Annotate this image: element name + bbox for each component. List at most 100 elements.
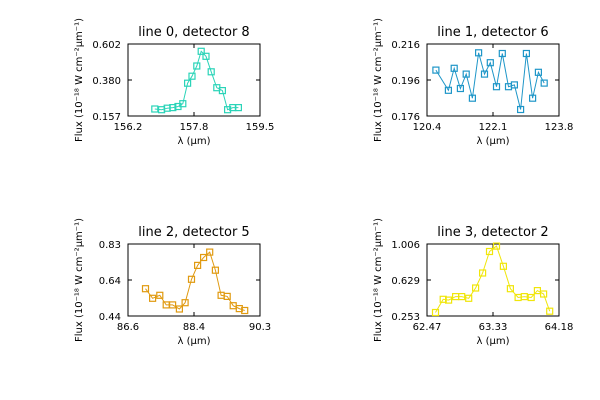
data-point	[197, 47, 205, 55]
data-point	[141, 285, 150, 293]
panel-title: line 1, detector 6	[437, 25, 548, 40]
panel-1: line 1, detector 6 120.4 122.1 123.8 0.1…	[373, 18, 573, 147]
y-tick-label: 0.602	[92, 40, 121, 51]
x-axis-label: λ (μm)	[177, 136, 210, 147]
data-point	[528, 94, 537, 102]
data-point	[234, 103, 242, 112]
data-point	[522, 49, 531, 58]
data-point	[211, 266, 219, 274]
series-line	[435, 52, 545, 110]
panel-0: line 0, detector 8 156.2 157.8 159.5 0.1…	[74, 18, 274, 147]
data-point	[465, 294, 473, 302]
data-point	[540, 79, 548, 87]
data-point	[187, 275, 196, 283]
data-point	[156, 291, 164, 299]
data-point	[188, 72, 196, 80]
data-point	[224, 106, 232, 114]
data-point	[456, 84, 464, 93]
x-tick-label: 90.3	[249, 322, 271, 333]
data-point	[486, 59, 494, 67]
y-tick-label: 0.83	[99, 240, 121, 251]
panel-3: line 3, detector 2 62.47 63.33 64.18 0.2…	[373, 218, 573, 347]
y-tick-label: 0.629	[391, 276, 420, 287]
y-axis-label: Flux (10⁻¹⁸ W cm⁻²μm⁻¹)	[74, 218, 85, 342]
panel-title: line 3, detector 2	[437, 225, 548, 240]
y-axis-label: Flux (10⁻¹⁸ W cm⁻²μm⁻¹)	[373, 18, 384, 142]
data-point	[202, 52, 210, 60]
series-line	[154, 50, 239, 111]
x-tick-label: 86.6	[117, 322, 139, 333]
panel-title: line 0, detector 8	[138, 25, 249, 40]
x-tick-label: 88.4	[183, 322, 205, 333]
data-point	[510, 81, 518, 89]
panel-2: line 2, detector 5 86.6 88.4 90.3 0.44 0…	[74, 218, 271, 347]
data-point	[169, 103, 177, 112]
x-tick-label: 122.1	[479, 122, 508, 133]
data-point	[432, 66, 440, 74]
data-point	[151, 105, 159, 113]
y-tick-label: 0.196	[391, 76, 420, 87]
series-line	[145, 251, 245, 311]
data-point	[539, 290, 548, 298]
data-point	[223, 292, 231, 300]
y-tick-label: 0.253	[391, 312, 420, 323]
data-point	[218, 86, 226, 95]
data-point	[149, 294, 157, 302]
panel-title: line 2, detector 5	[138, 225, 249, 240]
y-tick-label: 0.216	[391, 40, 420, 51]
data-point	[439, 295, 447, 303]
data-point	[444, 86, 452, 94]
y-axis-label: Flux (10⁻¹⁸ W cm⁻²μm⁻¹)	[74, 18, 85, 142]
data-point	[194, 261, 202, 269]
data-point	[534, 68, 543, 76]
plot-frame	[426, 43, 560, 117]
x-axis-label: λ (μm)	[476, 136, 509, 147]
x-tick-label: 64.18	[545, 322, 574, 333]
data-point	[475, 49, 483, 57]
data-point	[458, 293, 466, 301]
data-point	[472, 284, 480, 292]
x-tick-label: 159.5	[246, 122, 275, 133]
y-tick-label: 0.176	[391, 112, 420, 123]
x-tick-label: 62.47	[413, 322, 442, 333]
y-tick-label: 0.157	[92, 112, 121, 123]
data-point	[200, 253, 208, 262]
data-point	[207, 68, 215, 76]
data-point	[546, 307, 554, 315]
x-tick-label: 156.2	[114, 122, 143, 133]
data-point	[181, 299, 189, 307]
data-point	[479, 269, 487, 277]
data-point	[450, 64, 458, 72]
x-tick-label: 123.8	[545, 122, 574, 133]
data-point	[492, 242, 501, 250]
x-axis-label: λ (μm)	[476, 336, 509, 347]
data-point	[499, 262, 507, 270]
data-point	[485, 247, 494, 256]
x-tick-label: 157.8	[180, 122, 209, 133]
y-tick-label: 0.380	[92, 76, 121, 87]
data-point	[445, 296, 453, 304]
data-point	[169, 301, 177, 309]
data-point	[468, 94, 476, 102]
data-point	[206, 248, 214, 256]
data-point	[241, 306, 249, 315]
data-point	[492, 83, 501, 91]
data-point	[520, 293, 528, 301]
x-axis-label: λ (μm)	[177, 336, 210, 347]
data-point	[462, 70, 470, 78]
x-tick-label: 120.4	[413, 122, 442, 133]
y-tick-label: 0.64	[99, 276, 121, 287]
data-point	[184, 79, 192, 87]
data-point	[480, 70, 489, 78]
data-point	[235, 305, 243, 313]
y-tick-label: 0.44	[99, 312, 121, 323]
data-point	[193, 62, 201, 70]
data-point	[498, 49, 506, 58]
data-point	[506, 285, 514, 293]
series-line	[435, 245, 551, 313]
data-point	[175, 305, 183, 313]
data-point	[179, 100, 187, 108]
data-point	[431, 308, 440, 317]
y-axis-label: Flux (10⁻¹⁸ W cm⁻²μm⁻¹)	[373, 218, 384, 342]
